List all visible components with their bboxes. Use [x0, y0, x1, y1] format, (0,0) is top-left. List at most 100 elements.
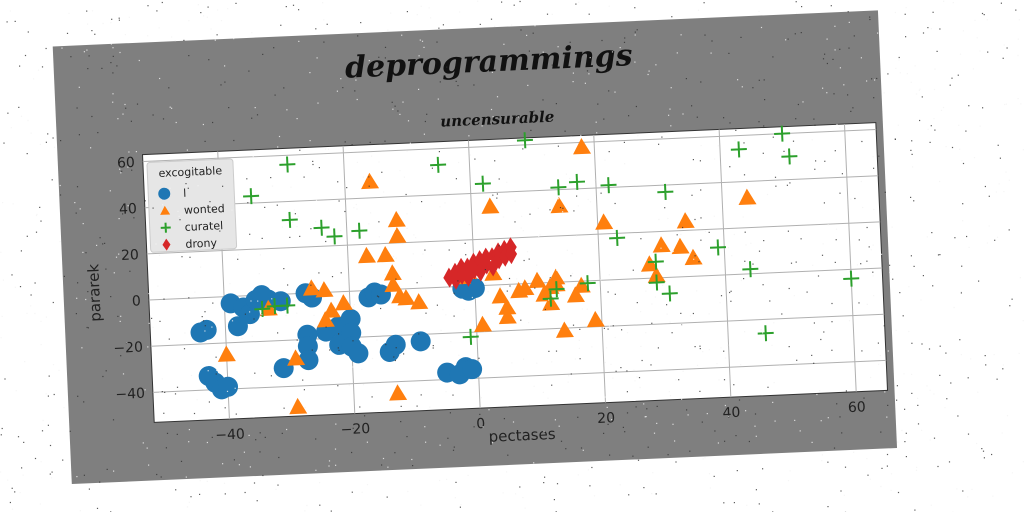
data-point-wonted: [573, 138, 592, 155]
axes-title: uncensurable: [440, 108, 555, 131]
data-point-l: [410, 331, 431, 352]
data-point-wonted: [516, 279, 535, 296]
data-point-wonted: [302, 279, 321, 296]
data-point-wonted: [684, 248, 703, 266]
data-point-curatel: [709, 239, 727, 256]
data-point-l: [298, 350, 319, 371]
data-point-wonted: [491, 287, 510, 304]
data-point-curatel: [781, 148, 798, 165]
data-point-curatel: [474, 175, 491, 192]
data-point-curatel: [609, 229, 626, 247]
data-point-drony: [498, 246, 511, 267]
data-point-l: [218, 376, 239, 397]
y-gridline: [142, 129, 877, 163]
data-point-wonted: [383, 264, 402, 281]
data-point-wonted: [481, 197, 500, 214]
data-point-wonted: [555, 321, 574, 338]
data-point-drony: [505, 244, 518, 265]
data-point-wonted: [550, 196, 569, 214]
data-point-wonted: [384, 275, 403, 293]
data-point-wonted: [217, 345, 236, 362]
data-point-wonted: [640, 255, 659, 272]
data-point-wonted: [322, 301, 341, 318]
data-point-wonted: [586, 310, 605, 328]
data-point-wonted: [671, 237, 690, 255]
x-axis-label: pectases: [488, 425, 556, 446]
data-point-wonted: [498, 307, 517, 325]
data-point-curatel: [579, 275, 596, 292]
data-point-curatel: [742, 261, 759, 278]
y-gridline: [144, 175, 879, 209]
legend-entry-wonted: wonted: [160, 202, 225, 217]
data-point-curatel: [657, 183, 674, 200]
y-gridline: [150, 313, 885, 347]
data-point-drony: [455, 264, 468, 285]
x-tick-label: 60: [848, 399, 867, 416]
data-point-wonted: [361, 172, 380, 190]
data-point-drony: [449, 269, 462, 290]
data-point-drony: [474, 261, 487, 282]
data-point-wonted: [474, 315, 493, 333]
plot-area: [141, 122, 889, 423]
data-point-wonted: [652, 236, 671, 253]
legend-marker: [162, 238, 171, 251]
y-tick-label: 60: [117, 155, 136, 172]
data-point-wonted: [738, 188, 757, 205]
data-point-curatel: [757, 325, 774, 342]
series-curatel: [243, 125, 860, 345]
data-point-curatel: [548, 281, 565, 298]
x-tick-label: −40: [215, 426, 245, 443]
x-gridline: [593, 134, 606, 403]
legend: excogitable l wonted curatel drony: [146, 158, 238, 253]
data-point-drony: [486, 256, 499, 277]
legend-entry-curatel: curatel: [160, 219, 223, 234]
data-point-wonted: [387, 210, 406, 228]
data-point-wonted: [389, 384, 408, 401]
data-point-wonted: [566, 286, 585, 303]
data-point-curatel: [648, 274, 665, 291]
x-gridline: [718, 129, 732, 398]
data-point-l: [251, 285, 272, 306]
data-point-l: [196, 319, 217, 340]
legend-label: drony: [185, 236, 218, 250]
tick-labels: −40 −20 0 20 40 60 −40 −20 0 20 40 60: [113, 155, 867, 444]
data-point-l: [348, 343, 369, 364]
x-tick-label: 20: [597, 410, 616, 427]
y-tick-label: 40: [119, 201, 138, 218]
y-axis-label: pararek: [84, 263, 105, 322]
data-point-l: [462, 359, 483, 380]
series-drony: [443, 237, 518, 290]
data-point-curatel: [661, 285, 678, 302]
data-point-curatel: [351, 222, 368, 239]
y-tick-label: 0: [132, 293, 142, 309]
data-point-curatel: [730, 141, 747, 158]
data-point-curatel: [843, 270, 860, 287]
data-point-wonted: [388, 227, 407, 244]
data-point-curatel: [462, 328, 479, 345]
legend-marker: [160, 205, 171, 215]
data-point-wonted: [676, 212, 695, 229]
y-gridline: [152, 359, 887, 393]
data-point-wonted: [287, 349, 306, 366]
x-tick-label: 40: [722, 405, 741, 422]
data-point-wonted: [572, 276, 591, 294]
data-point-curatel: [550, 179, 567, 196]
data-point-curatel: [774, 125, 791, 142]
data-point-curatel: [430, 156, 447, 173]
legend-box: [146, 158, 238, 253]
data-point-curatel: [600, 177, 617, 194]
data-point-wonted: [376, 246, 395, 263]
data-point-wonted: [498, 298, 517, 315]
data-point-curatel: [281, 211, 298, 228]
legend-label: curatel: [184, 219, 223, 234]
data-point-wonted: [528, 271, 547, 289]
x-gridline: [342, 145, 356, 414]
data-point-wonted: [316, 311, 335, 328]
y-tick-label: 20: [121, 247, 140, 264]
data-point-wonted: [410, 293, 429, 310]
legend-label: l: [183, 187, 187, 200]
data-point-curatel: [516, 132, 533, 149]
data-point-curatel: [326, 228, 343, 245]
legend-marker: [158, 187, 171, 200]
series-wonted: [217, 138, 757, 415]
